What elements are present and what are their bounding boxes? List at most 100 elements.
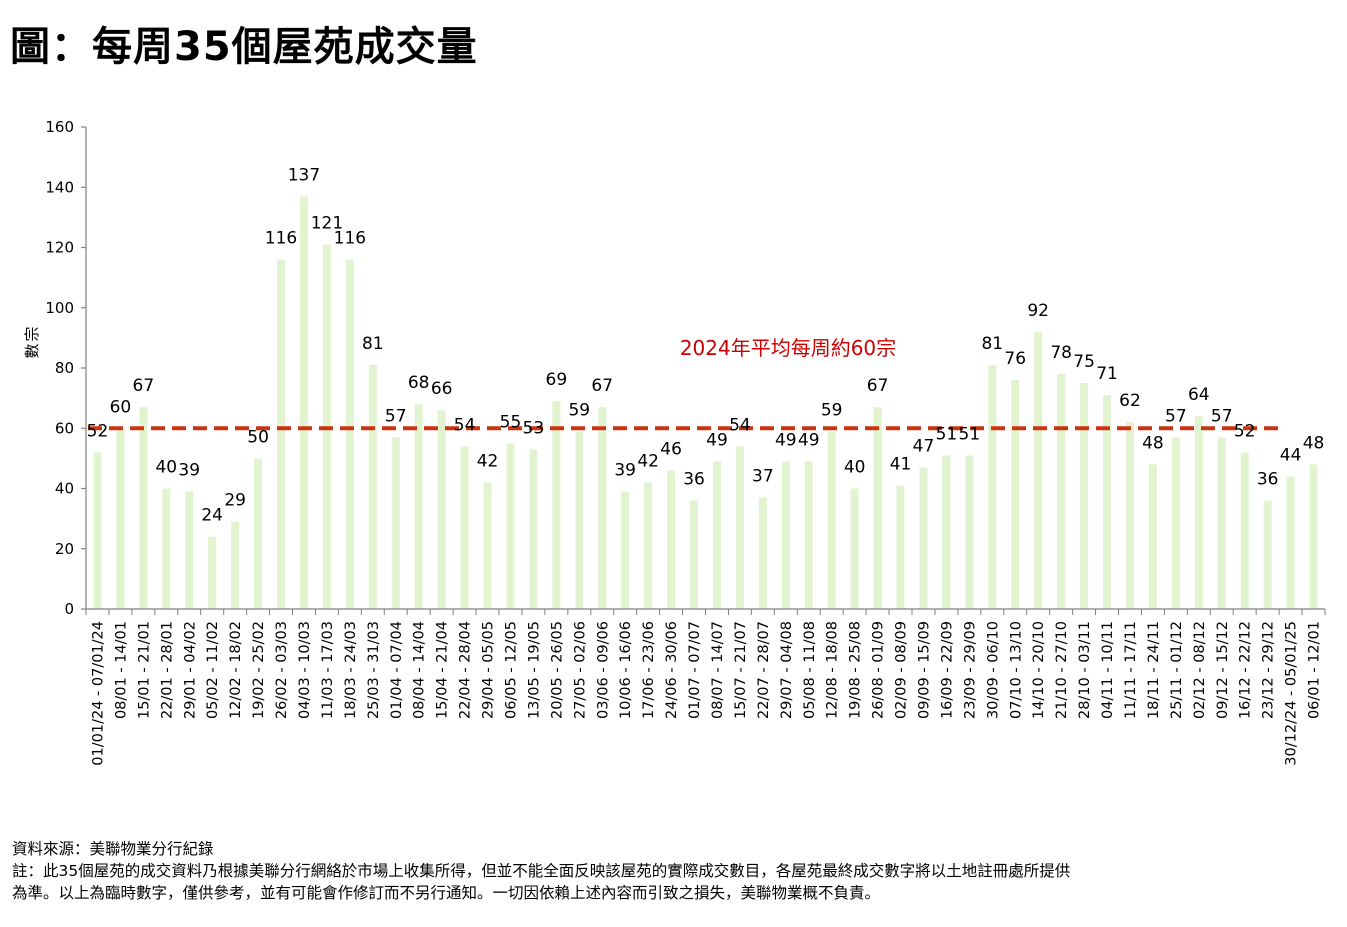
data-label: 42 xyxy=(477,451,499,471)
data-label: 39 xyxy=(614,461,636,481)
x-tick-label: 02/09 - 08/09 xyxy=(894,621,910,719)
bar xyxy=(277,259,286,609)
data-label: 36 xyxy=(1257,470,1279,490)
data-label: 67 xyxy=(867,376,889,396)
x-tick-label: 15/01 - 21/01 xyxy=(136,621,152,719)
data-label: 40 xyxy=(844,458,866,478)
source-note: 資料來源：美聯物業分行紀錄 xyxy=(12,840,214,858)
data-label: 42 xyxy=(637,451,659,471)
x-tick-label: 04/11 - 10/11 xyxy=(1100,621,1116,719)
bar xyxy=(1217,437,1226,609)
y-tick-label: 60 xyxy=(55,419,74,437)
data-label: 67 xyxy=(133,376,155,396)
y-tick-label: 140 xyxy=(45,178,74,196)
bar xyxy=(781,461,790,609)
data-label: 57 xyxy=(1211,406,1233,426)
x-tick-label: 09/09 - 15/09 xyxy=(916,621,932,719)
data-label: 29 xyxy=(224,491,246,511)
x-tick-label: 24/06 - 30/06 xyxy=(664,621,680,719)
data-label: 69 xyxy=(546,370,568,390)
x-tick-label: 15/04 - 21/04 xyxy=(435,621,451,719)
data-label: 92 xyxy=(1027,301,1049,321)
bar xyxy=(414,404,423,609)
data-label: 52 xyxy=(1234,421,1256,441)
data-label: 75 xyxy=(1073,352,1095,372)
x-tick-label: 05/08 - 11/08 xyxy=(802,621,818,719)
x-tick-label: 25/03 - 31/03 xyxy=(366,621,382,719)
x-tick-label: 08/04 - 14/04 xyxy=(412,621,428,719)
y-tick-label: 160 xyxy=(45,118,74,136)
bar xyxy=(460,446,469,609)
bar xyxy=(988,364,997,609)
data-label: 54 xyxy=(454,415,476,435)
data-label: 62 xyxy=(1119,391,1141,411)
bar xyxy=(1240,452,1249,609)
bar xyxy=(850,488,859,609)
x-tick-label: 12/02 - 18/02 xyxy=(228,621,244,719)
bar xyxy=(965,455,974,609)
data-label: 52 xyxy=(87,421,109,441)
bar xyxy=(896,485,905,609)
bar xyxy=(162,488,171,609)
x-tick-label: 22/07 - 28/07 xyxy=(756,621,772,719)
x-tick-label: 08/01 - 14/01 xyxy=(113,621,129,719)
bar xyxy=(942,455,951,609)
disclaimer-line-2: 為準。以上為臨時數字，僅供參考，並有可能會作修訂而不另行通知。一切因依賴上述內容… xyxy=(12,884,881,902)
data-label: 36 xyxy=(683,470,705,490)
average-line-label: 2024年平均每周約60宗 xyxy=(680,336,896,360)
bar xyxy=(712,461,721,609)
bar xyxy=(1194,416,1203,609)
x-tick-label: 29/01 - 04/02 xyxy=(182,621,198,719)
bar xyxy=(1103,395,1112,609)
y-tick-label: 20 xyxy=(55,540,74,558)
bar xyxy=(368,364,377,609)
data-label: 54 xyxy=(729,415,751,435)
disclaimer-line-1: 註：此35個屋苑的成交資料乃根據美聯分行網絡於市場上收集所得，但並不能全面反映該… xyxy=(12,862,1071,880)
x-tick-label: 23/12 - 29/12 xyxy=(1261,621,1277,719)
data-label: 47 xyxy=(913,436,935,456)
bar xyxy=(758,497,767,609)
data-label: 39 xyxy=(178,461,200,481)
data-label: 24 xyxy=(201,506,223,526)
data-label: 57 xyxy=(385,406,407,426)
data-label: 49 xyxy=(706,430,728,450)
data-label: 48 xyxy=(1142,433,1164,453)
data-label: 60 xyxy=(110,397,132,417)
data-label: 116 xyxy=(334,229,366,249)
data-label: 68 xyxy=(408,373,430,393)
y-axis-title-char: 宗 xyxy=(23,326,41,341)
x-tick-label: 11/11 - 17/11 xyxy=(1123,621,1139,719)
bar xyxy=(1309,464,1318,609)
data-label: 53 xyxy=(523,418,545,438)
y-tick-label: 80 xyxy=(55,359,74,377)
bar xyxy=(139,407,148,609)
data-label: 41 xyxy=(890,454,912,474)
x-tick-label: 07/10 - 13/10 xyxy=(1008,621,1024,719)
x-tick-label: 19/02 - 25/02 xyxy=(251,621,267,719)
x-tick-label: 27/05 - 02/06 xyxy=(572,621,588,719)
bar xyxy=(529,449,538,609)
data-label: 50 xyxy=(247,427,269,447)
x-tick-label: 03/06 - 09/06 xyxy=(595,621,611,719)
x-tick-label: 30/09 - 06/10 xyxy=(985,621,1001,719)
x-tick-label: 16/09 - 22/09 xyxy=(939,621,955,719)
bar xyxy=(919,467,928,609)
data-label: 46 xyxy=(660,439,682,459)
x-tick-label: 06/01 - 12/01 xyxy=(1307,621,1323,719)
bar xyxy=(93,452,102,609)
bar xyxy=(185,491,194,609)
data-label: 59 xyxy=(568,400,590,420)
x-tick-label: 01/01/24 - 07/01/24 xyxy=(90,621,106,766)
data-label: 71 xyxy=(1096,364,1118,384)
x-tick-label: 21/10 - 27/10 xyxy=(1054,621,1070,719)
data-label: 121 xyxy=(311,213,343,233)
data-label: 44 xyxy=(1280,445,1302,465)
x-tick-label: 10/06 - 16/06 xyxy=(618,621,634,719)
data-label: 51 xyxy=(936,424,958,444)
x-tick-label: 30/12/24 - 05/01/25 xyxy=(1284,621,1300,766)
bar xyxy=(1011,380,1020,609)
x-tick-label: 29/07 - 04/08 xyxy=(779,621,795,719)
bar xyxy=(1080,383,1089,609)
x-tick-label: 12/08 - 18/08 xyxy=(825,621,841,719)
x-tick-label: 08/07 - 14/07 xyxy=(710,621,726,719)
